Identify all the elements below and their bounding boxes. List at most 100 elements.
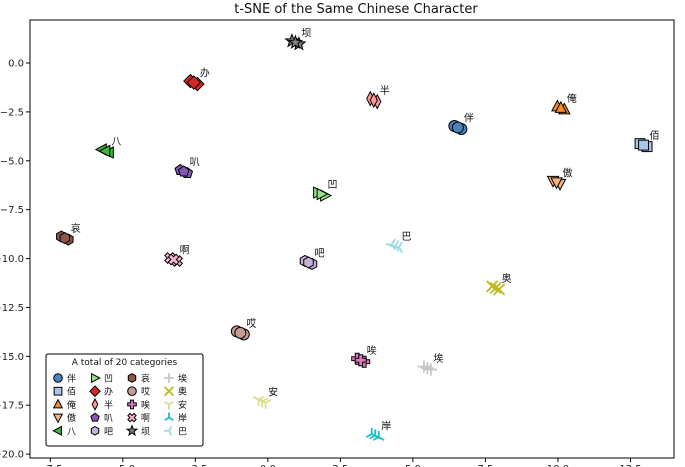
y-tick-label: −10.0 [0, 254, 24, 265]
legend-marker [90, 412, 100, 422]
legend-box [45, 353, 204, 447]
data-point [303, 256, 314, 269]
point-label: 吧 [314, 248, 324, 259]
data-point [186, 75, 202, 90]
x-tick-label: 0.0 [260, 464, 276, 467]
point-label: 埃 [433, 352, 443, 365]
data-point [451, 121, 464, 134]
x-tick-label: −7.5 [38, 464, 62, 467]
legend-marker [90, 425, 100, 436]
point-label: 半 [380, 84, 390, 97]
y-tick-label: −7.5 [0, 205, 24, 216]
point-label: 佰 [650, 129, 660, 142]
y-tick-label: 0.0 [8, 59, 24, 70]
legend-entry-label: 安 [178, 399, 187, 411]
data-point [234, 326, 247, 339]
legend-entry-label: 八 [67, 427, 76, 437]
point-label: 安 [268, 385, 278, 398]
legend-marker [91, 397, 99, 411]
legend-marker [53, 386, 63, 396]
x-tick-label: −2.5 [183, 464, 207, 467]
point-label: 哎 [246, 318, 256, 330]
data-point [369, 92, 378, 109]
data-point [316, 187, 329, 201]
point-label: 凹 [328, 180, 338, 191]
data-point [493, 283, 505, 296]
data-point [638, 139, 649, 151]
legend-entry-label: 啊 [141, 413, 150, 424]
point-label: 叭 [190, 157, 200, 169]
legend-marker [127, 373, 137, 383]
y-tick-label: −2.5 [0, 107, 24, 118]
legend-marker [163, 372, 175, 384]
point-label: 岸 [381, 421, 391, 433]
legend-entry-label: 坝 [141, 426, 150, 437]
legend-entry-label: 巴 [178, 426, 187, 437]
data-point [177, 165, 190, 177]
data-point [489, 282, 502, 294]
legend-marker [52, 398, 64, 409]
data-point [550, 177, 563, 190]
y-tick-label: −15.0 [0, 352, 24, 363]
data-point [389, 240, 400, 252]
point-label: 傲 [563, 167, 573, 179]
data-point [98, 144, 111, 158]
legend-marker [164, 386, 174, 396]
point-label: 伴 [464, 112, 474, 125]
point-label: 坝 [301, 27, 311, 39]
legend-entry-label: 傲 [67, 412, 76, 424]
point-label: 唉 [367, 344, 377, 357]
data-point [554, 100, 568, 113]
legend-marker [127, 399, 137, 410]
data-point [167, 253, 180, 266]
point-label: 办 [200, 67, 210, 80]
legend-entry-label: 奥 [178, 386, 187, 398]
plot-frame [29, 19, 675, 459]
x-tick-label: −5.0 [111, 464, 135, 467]
plot-axes: −7.5 −5.0 −2.5 0.0 2.5 5.0 7.5 10.0 12.5 0.0 −2.5 −… [0, 19, 675, 467]
legend-marker [52, 425, 62, 436]
legend-entry-label: 半 [104, 399, 113, 411]
legend-entry-label: 办 [104, 386, 113, 398]
legend-entry-label: 伴 [67, 373, 76, 385]
y-tick-label: −17.5 [0, 401, 24, 412]
x-tick-label: 12.5 [619, 464, 641, 467]
legend-entry-label: 佰 [67, 386, 76, 398]
point-label: 啊 [180, 245, 190, 257]
legend-entry-label: 俺 [67, 399, 76, 411]
x-tick-label: 10.0 [547, 464, 569, 467]
legend-entry-label: 凹 [104, 375, 113, 385]
legend-entry-label: 岸 [178, 413, 187, 424]
y-tick-label: −5.0 [0, 156, 24, 167]
legend-marker [52, 413, 64, 424]
data-point [59, 231, 71, 245]
x-tick-label: 7.5 [477, 464, 493, 467]
legend-entry-label: 哎 [141, 387, 150, 398]
legend-entry-label: 叭 [104, 413, 113, 424]
legend-marker [53, 373, 63, 383]
legend-entry-label: 埃 [178, 373, 187, 385]
chart-title: t-SNE of the Same Chinese Character [234, 2, 478, 17]
legend-marker [127, 412, 137, 423]
data-point [369, 429, 381, 440]
point-label: 八 [111, 137, 121, 148]
legend-entry-label: 吧 [104, 426, 113, 437]
data-point [486, 280, 498, 293]
legend-marker [163, 426, 173, 436]
point-label: 哀 [71, 222, 81, 235]
x-tick-label: 2.5 [332, 464, 348, 467]
data-point [287, 34, 304, 49]
data-point [354, 354, 367, 367]
legend-marker [89, 385, 101, 398]
legend-entry-label: 唉 [141, 399, 150, 411]
y-tick-label: −12.5 [0, 303, 24, 314]
legend-marker [91, 372, 101, 384]
data-point [256, 397, 268, 408]
legend-marker [127, 386, 137, 397]
legend-title: A total of 20 categories [72, 358, 178, 368]
point-label: 俺 [567, 92, 577, 105]
legend-marker [125, 424, 139, 437]
